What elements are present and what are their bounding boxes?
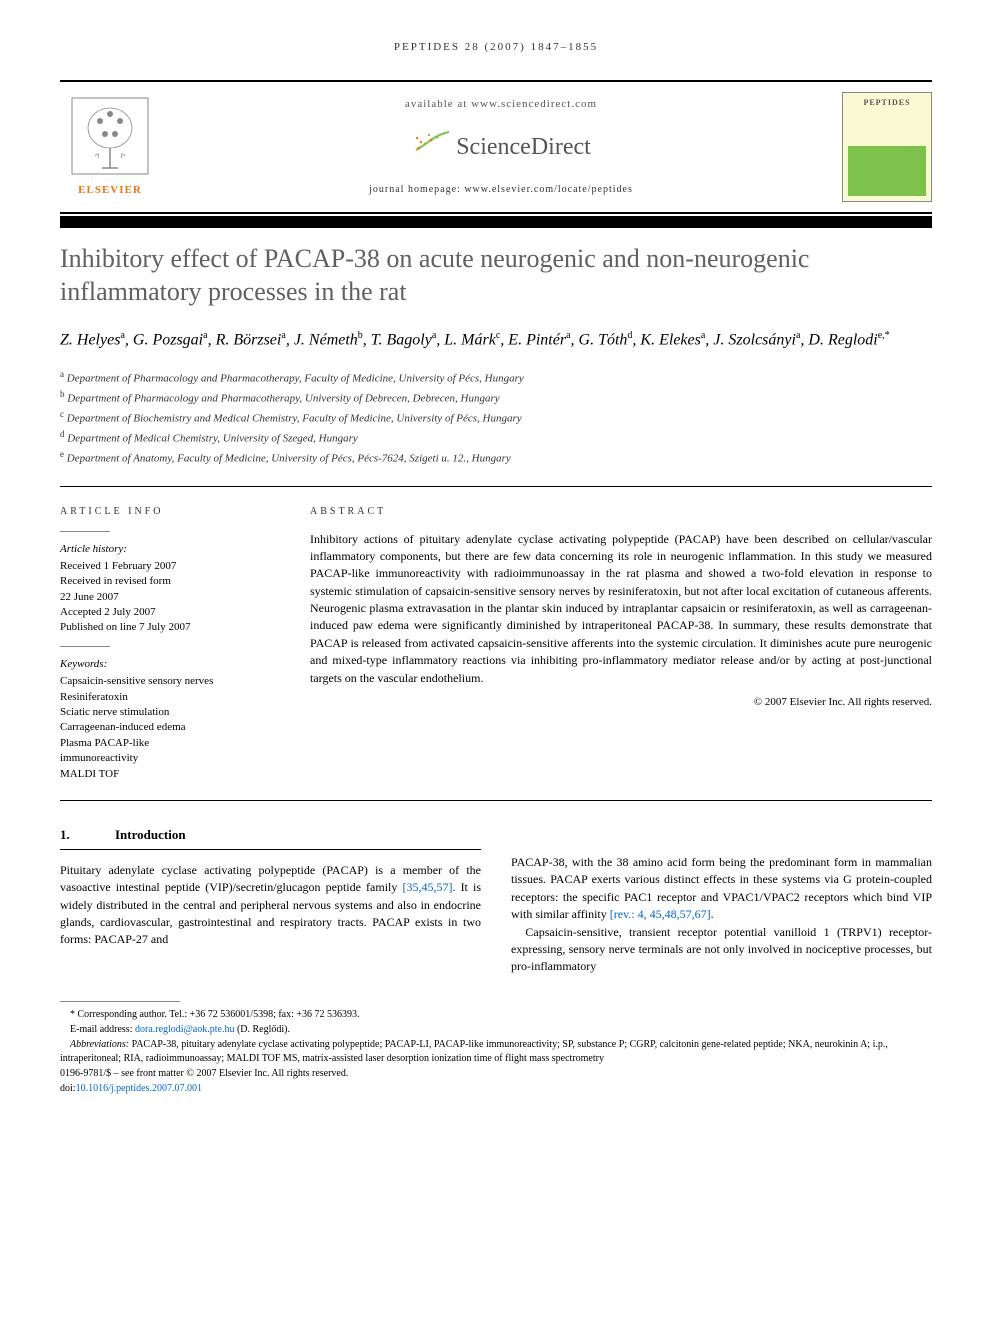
- history-line: Received 1 February 2007: [60, 559, 275, 574]
- article-info-heading: ARTICLE INFO: [60, 505, 275, 519]
- keywords-label: Keywords:: [60, 657, 275, 672]
- section-heading-intro: 1.Introduction: [60, 826, 481, 850]
- body-paragraph: PACAP-38, with the 38 amino acid form be…: [511, 854, 932, 924]
- email-link[interactable]: dora.reglodi@aok.pte.hu: [135, 1024, 234, 1035]
- keyword-line: Resiniferatoxin: [60, 690, 275, 705]
- history-line: Published on line 7 July 2007: [60, 620, 275, 635]
- title-black-band: [60, 216, 932, 228]
- keyword-line: immunoreactivity: [60, 751, 275, 766]
- body-paragraph: Pituitary adenylate cyclase activating p…: [60, 862, 481, 949]
- front-matter-line: 0196-9781/$ – see front matter © 2007 El…: [60, 1067, 932, 1081]
- affiliation-line: e Department of Anatomy, Faculty of Medi…: [60, 448, 932, 467]
- authors-list: Z. Helyesa, G. Pozsgaia, R. Börzseia, J.…: [60, 328, 932, 352]
- running-head: PEPTIDES 28 (2007) 1847–1855: [60, 40, 932, 55]
- keyword-line: Carrageenan-induced edema: [60, 720, 275, 735]
- journal-cover-title: PEPTIDES: [847, 97, 927, 108]
- body-column-right: PACAP-38, with the 38 amino acid form be…: [511, 801, 932, 976]
- history-line: Received in revised form: [60, 574, 275, 589]
- body-column-left: 1.Introduction Pituitary adenylate cycla…: [60, 801, 481, 976]
- elsevier-label: ELSEVIER: [60, 183, 160, 198]
- abstract-column: ABSTRACT Inhibitory actions of pituitary…: [310, 505, 932, 782]
- citation-link[interactable]: [rev.: 4, 45,48,57,67]: [610, 907, 711, 921]
- journal-homepage-text: journal homepage: www.elsevier.com/locat…: [160, 183, 842, 197]
- email-line: E-mail address: dora.reglodi@aok.pte.hu …: [60, 1023, 932, 1037]
- keyword-line: Plasma PACAP-like: [60, 736, 275, 751]
- body-paragraph: Capsaicin-sensitive, transient receptor …: [511, 924, 932, 976]
- article-info-sidebar: ARTICLE INFO Article history: Received 1…: [60, 505, 275, 782]
- info-divider: [60, 531, 110, 532]
- journal-cover-thumb: PEPTIDES: [842, 92, 932, 202]
- affiliation-line: b Department of Pharmacology and Pharmac…: [60, 388, 932, 407]
- affiliation-line: c Department of Biochemistry and Medical…: [60, 408, 932, 427]
- keyword-line: Capsaicin-sensitive sensory nerves: [60, 674, 275, 689]
- doi-line: doi:10.1016/j.peptides.2007.07.001: [60, 1082, 932, 1096]
- sciencedirect-logo: ScienceDirect: [411, 128, 591, 169]
- article-title: Inhibitory effect of PACAP-38 on acute n…: [60, 243, 932, 308]
- body-two-column: 1.Introduction Pituitary adenylate cycla…: [60, 801, 932, 976]
- footnote-separator: [60, 1001, 180, 1002]
- abstract-text: Inhibitory actions of pituitary adenylat…: [310, 531, 932, 688]
- keyword-line: MALDI TOF: [60, 767, 275, 782]
- sciencedirect-icon: [411, 128, 451, 169]
- journal-cover-band: [848, 146, 926, 196]
- history-label: Article history:: [60, 542, 275, 557]
- section-number: 1.: [60, 826, 115, 845]
- footnotes-block: * Corresponding author. Tel.: +36 72 536…: [60, 1008, 932, 1096]
- abbreviations: Abbreviations: PACAP-38, pituitary adeny…: [60, 1038, 932, 1066]
- affiliations-list: a Department of Pharmacology and Pharmac…: [60, 368, 932, 468]
- affiliation-line: d Department of Medical Chemistry, Unive…: [60, 428, 932, 447]
- available-at-text: available at www.sciencedirect.com: [160, 97, 842, 112]
- section-title: Introduction: [115, 827, 186, 842]
- journal-header: ELSEVIER available at www.sciencedirect.…: [60, 80, 932, 214]
- affiliation-line: a Department of Pharmacology and Pharmac…: [60, 368, 932, 387]
- abstract-copyright: © 2007 Elsevier Inc. All rights reserved…: [310, 695, 932, 710]
- sciencedirect-text: ScienceDirect: [456, 131, 591, 165]
- elsevier-logo: ELSEVIER: [60, 96, 160, 199]
- history-line: 22 June 2007: [60, 590, 275, 605]
- info-divider: [60, 646, 110, 647]
- keyword-line: Sciatic nerve stimulation: [60, 705, 275, 720]
- doi-link[interactable]: 10.1016/j.peptides.2007.07.001: [76, 1083, 202, 1094]
- abstract-heading: ABSTRACT: [310, 505, 932, 519]
- elsevier-tree-icon: [70, 96, 150, 176]
- corresponding-author: * Corresponding author. Tel.: +36 72 536…: [60, 1008, 932, 1022]
- citation-link[interactable]: [35,45,57]: [402, 880, 452, 894]
- history-line: Accepted 2 July 2007: [60, 605, 275, 620]
